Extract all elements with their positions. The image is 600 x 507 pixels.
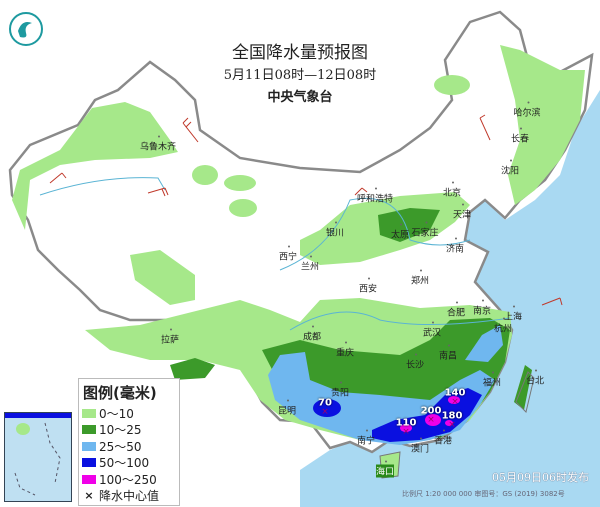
city-label: 成都 [303,325,321,343]
city-label: 沈阳 [501,159,519,177]
city-label: 太原 [391,223,409,241]
city-label: 合肥 [447,301,465,319]
scale-and-approval: 比例尺 1:20 000 000 审图号：GS (2019) 3082号 [402,490,565,498]
city-label: 长春 [511,127,529,145]
city-label: 南京 [473,299,491,317]
city-label: 乌鲁木齐 [140,135,176,153]
legend: 图例(毫米) 0～10 10～25 25～50 50～100 100～250 ×… [78,378,180,506]
taiwan-outline [515,371,535,413]
city-label: 西宁 [279,245,297,263]
legend-label: 降水中心值 [99,489,160,504]
city-label: 上海 [504,305,522,323]
south-china-sea-inset [4,412,72,502]
legend-item-25-50: 25～50 [79,438,179,455]
city-label: 南宁 [357,429,375,447]
legend-item-0-10: 0～10 [79,405,179,422]
precip-center-x-icon: × [321,407,329,417]
precip-center-value: 70 [318,397,332,409]
river-yangtze [289,311,511,331]
map-title: 全国降水量预报图 [232,43,368,63]
legend-title: 图例(毫米) [83,384,157,402]
city-label: 长沙 [406,353,424,371]
city-label: 澳门 [411,437,429,455]
precip-center-value: 200 [420,405,442,417]
wind-barbs [49,114,563,306]
city-label: 南昌 [439,344,457,362]
precip-center-value: 110 [395,417,417,429]
city-label: 银川 [326,221,344,239]
legend-label: 25～50 [99,439,142,454]
precip-center-x-icon: × [402,427,410,437]
precip-100-250-areas [400,396,460,432]
city-label: 北京 [443,181,461,199]
legend-item-100-250: 100～250 [79,471,179,488]
city-label: 哈尔滨 [513,101,541,119]
legend-label: 0～10 [99,406,134,421]
city-label: 武汉 [423,321,441,339]
forecast-period: 5月11日08时—12日08时 [223,68,377,83]
precip-center-x-icon: × [451,397,459,407]
city-label: 台北 [526,369,544,387]
city-label: 昆明 [278,399,296,417]
precip-center-value: 140 [444,387,466,399]
city-label: 重庆 [336,341,354,359]
city-label: 济南 [446,237,464,255]
city-label: 贵阳 [331,381,349,399]
legend-label: 10～25 [99,423,142,438]
city-label: 杭州 [494,317,512,335]
city-label: 福州 [483,371,501,389]
issue-time: 05月09日06时发布 [492,471,589,484]
city-label: 西安 [359,277,377,295]
precip-center-value: 180 [441,410,463,422]
city-label: 石家庄 [411,221,439,239]
precip-center-x-icon: × [427,415,435,425]
city-label: 郑州 [411,269,429,287]
city-label: 拉萨 [161,328,179,346]
precip-center-x-icon: × [448,420,456,430]
legend-item-center: × 降水中心值 [79,488,179,505]
city-label: 海口 [375,460,395,478]
city-label: 呼和浩特 [357,187,393,205]
city-label: 兰州 [301,255,319,273]
legend-item-50-100: 50～100 [79,455,179,472]
legend-label: 100～250 [99,472,157,487]
river-yellow [279,197,471,271]
city-label: 天津 [453,203,471,221]
legend-item-10-25: 10～25 [79,422,179,439]
river [39,177,166,196]
city-label: 香港 [434,429,452,447]
x-marker-icon: × [84,489,94,503]
issuer: 中央气象台 [267,90,333,105]
legend-label: 50～100 [99,456,150,471]
cma-logo-icon [9,12,43,46]
